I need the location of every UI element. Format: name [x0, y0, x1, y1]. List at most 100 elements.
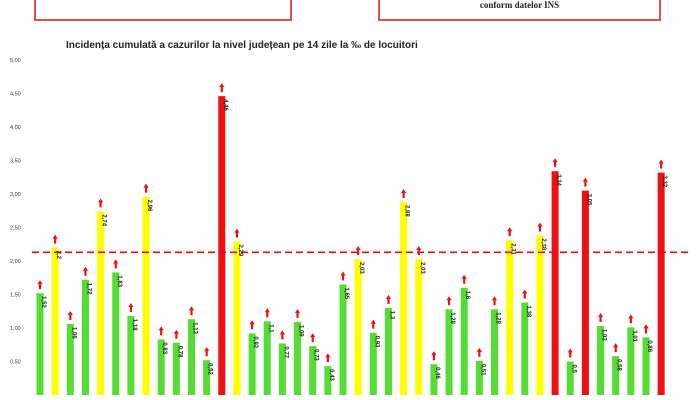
- up-arrow-icon: [264, 308, 270, 318]
- up-arrow-icon: [491, 296, 498, 306]
- info-box-right-text: conform datelor INS: [479, 0, 560, 10]
- bar: [581, 190, 589, 395]
- y-tick-label: 2,50: [10, 226, 21, 232]
- up-arrow-icon: [385, 294, 392, 304]
- bar: [642, 337, 650, 395]
- up-arrow-icon: [204, 347, 210, 357]
- trend-arrows-group: [37, 83, 664, 363]
- bar-value-label: 0,92: [252, 336, 258, 348]
- bar: [536, 235, 544, 395]
- bar-value-label: 0,43: [328, 369, 334, 381]
- bar: [188, 319, 195, 395]
- bar-value-label: 2,31: [510, 243, 516, 255]
- up-arrow-icon: [340, 271, 346, 281]
- up-arrow-icon: [552, 158, 558, 168]
- bar: [597, 325, 605, 395]
- bar: [384, 307, 392, 395]
- up-arrow-icon: [188, 306, 195, 316]
- bar-value-label: 0,5: [570, 365, 576, 374]
- bar: [248, 333, 256, 395]
- bar: [551, 171, 559, 395]
- up-arrow-icon: [370, 319, 376, 329]
- up-arrow-icon: [67, 310, 73, 320]
- up-arrow-icon: [461, 274, 467, 284]
- bar-value-label: 0,83: [161, 342, 167, 354]
- bar-value-label: 1,3: [388, 311, 394, 320]
- bar: [657, 172, 665, 395]
- bar-value-label: 0,51: [479, 364, 485, 376]
- bar: [506, 240, 514, 395]
- up-arrow-icon: [507, 227, 513, 237]
- bar-value-label: 4,46: [222, 99, 228, 111]
- bar: [172, 342, 180, 395]
- bar: [521, 302, 529, 395]
- info-box-right: conform datelor INS: [378, 0, 661, 21]
- up-arrow-icon: [401, 189, 407, 199]
- up-arrow-icon: [98, 198, 104, 208]
- up-arrow-icon: [37, 280, 43, 290]
- bar-value-label: 0,46: [434, 367, 440, 379]
- up-arrow-icon: [325, 353, 331, 363]
- bar-value-label: 0,73: [313, 349, 319, 361]
- bar-value-label: 1,28: [495, 312, 501, 324]
- bar-value-label: 1,83: [116, 275, 122, 287]
- bar: [66, 323, 74, 395]
- bar: [475, 360, 483, 395]
- bar-value-label: 2,88: [404, 205, 410, 217]
- y-axis-ticks: 0,50 1,00 1,50 2,00 2,50 3,00 3,50 4,00 4,50 5,00: [10, 58, 21, 366]
- bar-value-label: 3,34: [555, 174, 561, 186]
- bar-value-label: 2,74: [101, 214, 107, 226]
- bar: [51, 247, 59, 395]
- bar: [36, 293, 44, 395]
- bar: [278, 343, 286, 395]
- bar: [491, 309, 498, 395]
- up-arrow-icon: [143, 183, 149, 193]
- bar-value-label: 1,72: [85, 283, 91, 295]
- bar: [612, 356, 620, 395]
- up-arrow-icon: [628, 314, 634, 324]
- bar-value-label: 0,78: [176, 346, 182, 358]
- chart-title: Incidența cumulată a cazurilor la nivel …: [66, 40, 418, 51]
- up-arrow-icon: [82, 266, 89, 276]
- up-arrow-icon: [234, 228, 240, 238]
- y-tick-label: 5,00: [10, 58, 21, 64]
- up-arrow-icon: [567, 348, 573, 358]
- bar-value-label: 1,01: [631, 330, 637, 342]
- bar-value-label: 2,03: [419, 262, 425, 274]
- bar-value-label: 2,03: [358, 262, 364, 274]
- y-tick-label: 0,50: [10, 360, 21, 366]
- bars-group: [36, 96, 665, 396]
- up-arrow-icon: [446, 296, 452, 306]
- y-tick-label: 4,50: [10, 92, 21, 98]
- up-arrow-icon: [355, 245, 361, 255]
- up-arrow-icon: [249, 320, 255, 330]
- bar-value-label: 0,52: [207, 363, 213, 375]
- y-tick-label: 1,00: [10, 326, 21, 332]
- bar: [627, 327, 635, 395]
- bar: [460, 287, 468, 395]
- bar: [157, 339, 165, 395]
- value-labels-group: 1,52 2,2 1,06 1,72 2,74 1,83 1,18 2,96 0,83 0,78 1…: [40, 99, 667, 381]
- bar-value-label: 3,32: [661, 176, 667, 188]
- bar-value-label: 1,03: [601, 329, 607, 341]
- bar-value-label: 2,2: [55, 251, 61, 260]
- up-arrow-icon: [279, 330, 285, 340]
- up-arrow-icon: [537, 222, 543, 232]
- bar-value-label: 2,38: [540, 239, 546, 251]
- bar: [233, 241, 241, 395]
- bar: [415, 258, 423, 395]
- bar: [97, 211, 105, 395]
- y-tick-label: 3,00: [10, 192, 21, 198]
- bar: [430, 364, 438, 395]
- bar-value-label: 1,18: [131, 319, 137, 331]
- bar: [203, 360, 211, 395]
- info-box-left: [34, 0, 292, 21]
- y-tick-label: 3,50: [10, 159, 21, 165]
- bar-value-label: 3,05: [585, 194, 591, 206]
- y-tick-label: 2,00: [10, 259, 21, 265]
- up-arrow-icon: [294, 308, 301, 318]
- bar: [81, 279, 89, 395]
- up-arrow-icon: [658, 159, 664, 169]
- bar: [445, 309, 453, 395]
